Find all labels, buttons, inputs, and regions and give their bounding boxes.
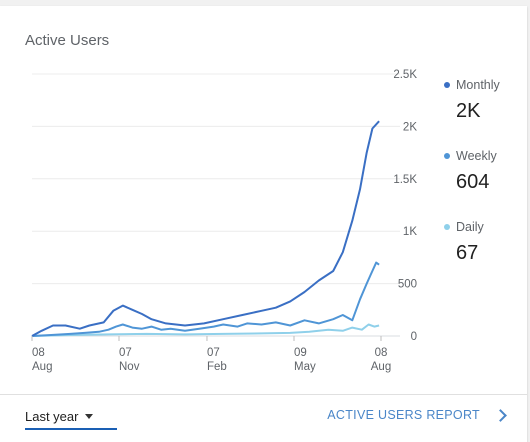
- y-tick-label-0: 0: [411, 331, 417, 343]
- x-tick-top-2: 07: [207, 347, 220, 359]
- x-tick-bottom-3: May: [294, 361, 316, 373]
- card-title: Active Users: [25, 32, 110, 49]
- caret-down-icon: [85, 413, 94, 419]
- legend-monthly: Monthly 2K: [444, 78, 500, 123]
- legend-daily: Daily 67: [444, 220, 484, 265]
- series-line-monthly: [31, 120, 380, 337]
- date-range-label: Last year: [25, 408, 79, 424]
- report-link-label: ACTIVE USERS REPORT: [327, 408, 480, 422]
- series-line-daily: [31, 323, 380, 337]
- legend-dot-monthly: [444, 82, 450, 88]
- footer-divider: [0, 394, 527, 395]
- x-tick-bottom-0: Aug: [32, 361, 52, 373]
- x-tick-top-1: 07: [119, 347, 132, 359]
- active-users-report-link[interactable]: ACTIVE USERS REPORT: [327, 408, 507, 422]
- active-users-card: Active Users 0 500 1K 1.5K 2K 2.5K 08 Aug 07 Nov…: [0, 6, 527, 442]
- active-users-chart: 0 500 1K 1.5K 2K 2.5K 08 Aug 07 Nov 07 Feb 09 May 08 A…: [31, 69, 417, 373]
- y-tick-label-2: 1K: [403, 226, 417, 238]
- date-range-dropdown[interactable]: Last year: [25, 404, 117, 430]
- x-tick-top-3: 09: [294, 347, 307, 359]
- x-tick-top-4: 08: [375, 347, 388, 359]
- legend-dot-daily: [444, 224, 450, 230]
- legend-weekly: Weekly 604: [444, 149, 497, 194]
- legend-dot-weekly: [444, 153, 450, 159]
- y-tick-label-3: 1.5K: [393, 174, 417, 186]
- y-tick-label-5: 2.5K: [393, 69, 417, 81]
- legend-label-weekly: Weekly: [456, 149, 497, 163]
- legend-value-monthly: 2K: [456, 100, 481, 122]
- legend-label-monthly: Monthly: [456, 78, 500, 92]
- legend-value-daily: 67: [456, 242, 479, 264]
- chevron-right-icon: [494, 408, 507, 422]
- y-tick-label-1: 500: [398, 279, 417, 291]
- x-tick-bottom-1: Nov: [119, 361, 140, 373]
- x-tick-bottom-2: Feb: [207, 361, 227, 373]
- y-tick-label-4: 2K: [403, 121, 417, 133]
- x-tick-top-0: 08: [32, 347, 45, 359]
- legend-value-weekly: 604: [456, 171, 490, 193]
- series-line-weekly: [31, 261, 380, 337]
- legend-label-daily: Daily: [456, 220, 484, 234]
- x-tick-bottom-4: Aug: [371, 361, 391, 373]
